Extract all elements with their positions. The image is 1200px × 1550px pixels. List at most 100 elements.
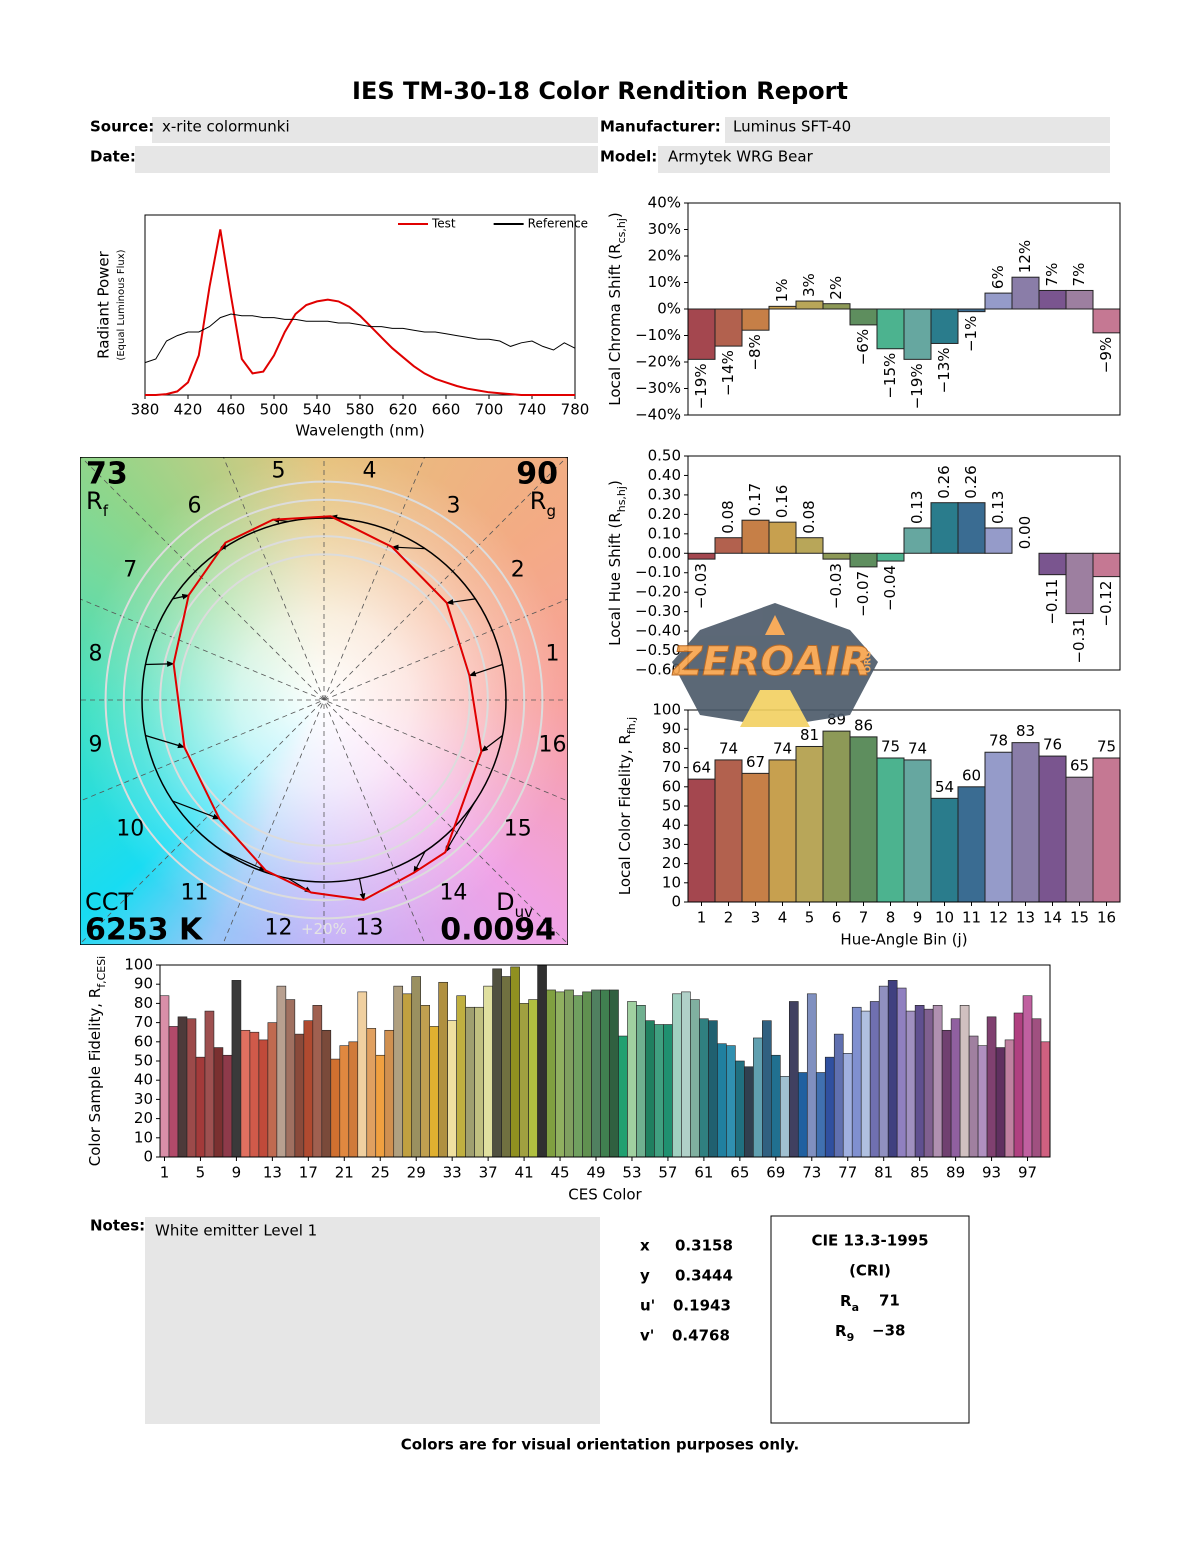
bar — [474, 1006, 484, 1158]
x-tick-label: 29 — [407, 1164, 426, 1182]
bin-label: 11 — [181, 881, 209, 906]
duv-symbol: Duv — [496, 888, 533, 921]
bar — [984, 527, 1013, 554]
y-tick-label: 50 — [662, 797, 681, 815]
shift-arrow — [358, 878, 366, 901]
y-tick-label: 10 — [134, 1128, 153, 1146]
bar — [984, 292, 1013, 310]
y-tick-label: 0 — [671, 893, 681, 911]
chroma-label: v' — [640, 1327, 654, 1345]
x-tick-label: 620 — [389, 401, 418, 419]
value-label: 0.26 — [935, 465, 953, 498]
bar — [537, 964, 547, 1158]
bar — [519, 1003, 529, 1158]
y-tick-label: 80 — [662, 739, 681, 757]
bar — [1022, 995, 1033, 1158]
bar — [411, 976, 422, 1158]
shift-arrow — [468, 663, 503, 677]
chroma-label: x — [640, 1237, 650, 1255]
legend-label: Reference — [528, 217, 588, 231]
duv-value: 0.0094 — [440, 913, 556, 948]
y-tick-label: 30% — [648, 220, 681, 238]
x-tick-label: 41 — [515, 1164, 534, 1182]
bar — [708, 1020, 718, 1158]
y-tick-label: 40% — [648, 194, 681, 212]
field-value: Luminus SFT-40 — [733, 118, 851, 136]
shift-arrow — [413, 851, 426, 874]
cri-box — [770, 1215, 970, 1424]
bar — [977, 1045, 988, 1158]
bin-boundary — [80, 598, 568, 802]
bar — [231, 980, 242, 1158]
value-label: −0.07 — [854, 571, 872, 617]
ring-label: +20% — [301, 920, 347, 938]
y-tick-label: −0.20 — [635, 583, 681, 601]
x-tick-label: 49 — [586, 1164, 605, 1182]
value-label: −14% — [719, 350, 737, 396]
value-label: 0.17 — [746, 483, 764, 516]
cri-title: CIE 13.3-1995 — [811, 1232, 928, 1250]
bar — [438, 981, 448, 1158]
bin-label: 6 — [188, 493, 202, 518]
bar — [591, 989, 601, 1158]
watermark-text: ZEROAIR — [671, 639, 871, 685]
bar — [330, 1058, 341, 1158]
x-tick-label: 9 — [913, 909, 923, 927]
bar — [609, 989, 619, 1158]
y-axis-label: Local Color Fidelity, Rfh,j — [616, 717, 638, 896]
bar — [1038, 289, 1067, 310]
bin-label: 4 — [362, 458, 376, 483]
value-label: 3% — [800, 273, 818, 297]
bar — [1038, 755, 1067, 903]
cri-ra-symbol: Ra — [840, 1292, 859, 1314]
value-label: 74 — [908, 739, 927, 757]
bar — [546, 989, 556, 1158]
bar — [878, 985, 889, 1158]
x-tick-label: 45 — [551, 1164, 570, 1182]
value-label: 64 — [692, 759, 711, 777]
label-part: g — [546, 502, 556, 520]
bar — [849, 552, 878, 568]
field-box — [658, 146, 1110, 173]
bar — [312, 1005, 323, 1158]
field-label: Source: — [90, 118, 154, 136]
label-part: hs,hj — [615, 486, 628, 512]
chroma-value: 0.1943 — [673, 1297, 731, 1315]
label-part: Local Chroma Shift (R — [606, 243, 624, 405]
y-tick-label: 90 — [662, 720, 681, 738]
bar — [815, 1072, 826, 1158]
x-tick-label: 1 — [697, 909, 707, 927]
x-tick-label: 21 — [335, 1164, 354, 1182]
bar — [768, 521, 797, 554]
x-tick-label: 16 — [1097, 909, 1116, 927]
x-tick-label: 77 — [838, 1164, 857, 1182]
y-tick-label: −20% — [635, 353, 681, 371]
chroma-label: u' — [640, 1297, 655, 1315]
y-tick-label: 0.40 — [648, 466, 681, 484]
bar — [267, 1022, 278, 1158]
x-tick-label: 97 — [1018, 1164, 1037, 1182]
bar — [806, 993, 817, 1158]
bar — [285, 999, 296, 1158]
bar — [600, 989, 610, 1158]
bin-label: 1 — [546, 642, 560, 667]
y-axis-label: Radiant Power — [95, 250, 113, 359]
bar — [876, 552, 905, 562]
bin-label: 14 — [439, 881, 467, 906]
label-part: R — [86, 487, 103, 515]
bin-label: 13 — [355, 916, 383, 941]
bar — [375, 1054, 386, 1158]
shift-arrow — [446, 598, 476, 605]
x-tick-label: 1 — [160, 1164, 170, 1182]
y-tick-label: 20 — [134, 1109, 153, 1127]
bar — [780, 1076, 790, 1158]
bar — [986, 1016, 997, 1158]
x-tick-label: 89 — [946, 1164, 965, 1182]
bar — [896, 987, 907, 1158]
x-tick-label: 61 — [694, 1164, 713, 1182]
y-tick-label: 10% — [648, 273, 681, 291]
legend-label: Test — [431, 217, 456, 231]
bin-label: 8 — [88, 642, 102, 667]
